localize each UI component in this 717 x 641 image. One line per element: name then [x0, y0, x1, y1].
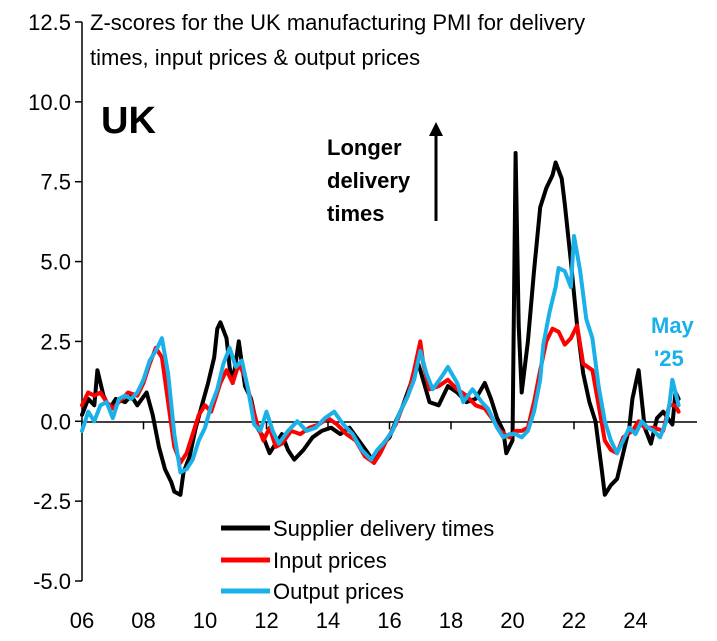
annotation-line1: Longer: [327, 135, 402, 160]
x-tick-label: 12: [254, 608, 278, 633]
y-tick-label: 7.5: [40, 170, 71, 195]
x-tick-label: 22: [562, 608, 586, 633]
chart-title-line2: times, input prices & output prices: [90, 45, 420, 70]
series-line-output-prices: [80, 234, 681, 475]
up-arrow-icon: [429, 122, 443, 136]
y-tick-label: 12.5: [28, 10, 71, 35]
legend: Supplier delivery times Input prices Out…: [221, 516, 494, 604]
x-tick-label: 24: [623, 608, 647, 633]
y-tick-label: -2.5: [33, 489, 71, 514]
y-tick-label: 10.0: [28, 90, 71, 115]
legend-label-output: Output prices: [273, 579, 404, 604]
legend-label-supplier: Supplier delivery times: [273, 516, 494, 541]
chart-title-line1: Z-scores for the UK manufacturing PMI fo…: [90, 10, 585, 35]
annotation-line2: delivery: [327, 168, 411, 193]
y-tick-label: 2.5: [40, 329, 71, 354]
x-tick-label: 20: [500, 608, 524, 633]
y-tick-label: 5.0: [40, 250, 71, 275]
y-tick-label: 0.0: [40, 409, 71, 434]
x-tick-label: 06: [70, 608, 94, 633]
x-tick-label: 14: [316, 608, 340, 633]
x-tick-label: 18: [439, 608, 463, 633]
region-label: UK: [101, 100, 156, 142]
y-tick-label: -5.0: [33, 569, 71, 594]
x-tick-label: 10: [193, 608, 217, 633]
end-label-line1: May: [651, 313, 695, 338]
legend-label-input: Input prices: [273, 548, 387, 573]
x-tick-label: 16: [377, 608, 401, 633]
annotation-line3: times: [327, 201, 384, 226]
end-label-line2: '25: [654, 346, 684, 371]
x-tick-label: 08: [131, 608, 155, 633]
